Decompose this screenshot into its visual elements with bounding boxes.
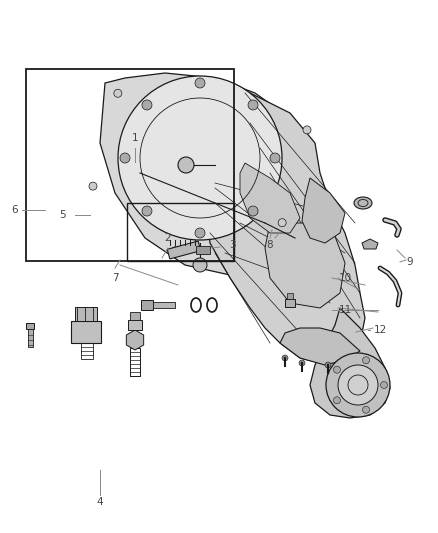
- Circle shape: [282, 355, 288, 361]
- Text: 8: 8: [267, 240, 273, 250]
- Text: 11: 11: [339, 305, 352, 315]
- Circle shape: [195, 228, 205, 238]
- Bar: [196, 246, 210, 254]
- Text: 4: 4: [97, 497, 103, 507]
- Circle shape: [195, 78, 205, 88]
- Bar: [81, 343, 93, 359]
- Bar: [26, 69, 234, 261]
- Text: 10: 10: [339, 273, 352, 283]
- Bar: [28, 329, 33, 347]
- Bar: [141, 300, 153, 310]
- Circle shape: [333, 366, 340, 373]
- Circle shape: [89, 182, 97, 190]
- Text: 7: 7: [112, 273, 118, 283]
- Bar: [287, 293, 293, 299]
- Ellipse shape: [354, 197, 372, 209]
- Bar: [167, 241, 201, 259]
- Polygon shape: [240, 163, 300, 233]
- Circle shape: [118, 76, 282, 240]
- Bar: [285, 299, 295, 307]
- Circle shape: [363, 406, 370, 413]
- Circle shape: [326, 353, 390, 417]
- Bar: [71, 321, 101, 343]
- Text: 12: 12: [373, 325, 387, 335]
- Circle shape: [338, 365, 378, 405]
- Circle shape: [178, 157, 194, 173]
- Bar: [75, 307, 97, 321]
- Polygon shape: [302, 178, 345, 243]
- Bar: [26, 323, 34, 329]
- Circle shape: [171, 247, 179, 255]
- Polygon shape: [362, 239, 378, 249]
- Text: 2: 2: [165, 233, 171, 243]
- Text: 6: 6: [12, 205, 18, 215]
- Circle shape: [270, 153, 280, 163]
- Circle shape: [248, 100, 258, 110]
- Bar: [128, 320, 142, 330]
- Circle shape: [299, 360, 305, 366]
- Polygon shape: [205, 93, 365, 363]
- Polygon shape: [280, 328, 360, 365]
- Text: 1: 1: [132, 133, 138, 143]
- Circle shape: [381, 382, 388, 389]
- Polygon shape: [100, 73, 318, 275]
- Circle shape: [142, 206, 152, 216]
- Circle shape: [363, 357, 370, 364]
- Bar: [130, 348, 140, 376]
- Circle shape: [303, 126, 311, 134]
- Circle shape: [193, 258, 207, 272]
- Text: 3: 3: [229, 240, 235, 250]
- Bar: [127, 203, 234, 261]
- Polygon shape: [310, 308, 390, 418]
- Circle shape: [248, 206, 258, 216]
- Circle shape: [278, 219, 286, 227]
- Circle shape: [142, 100, 152, 110]
- Polygon shape: [126, 330, 144, 350]
- Circle shape: [120, 153, 130, 163]
- Bar: [153, 302, 175, 308]
- Circle shape: [325, 362, 331, 368]
- Text: 9: 9: [407, 257, 413, 267]
- Circle shape: [114, 90, 122, 98]
- Text: 5: 5: [59, 210, 65, 220]
- Polygon shape: [265, 223, 345, 308]
- Bar: [130, 312, 140, 320]
- Circle shape: [333, 397, 340, 404]
